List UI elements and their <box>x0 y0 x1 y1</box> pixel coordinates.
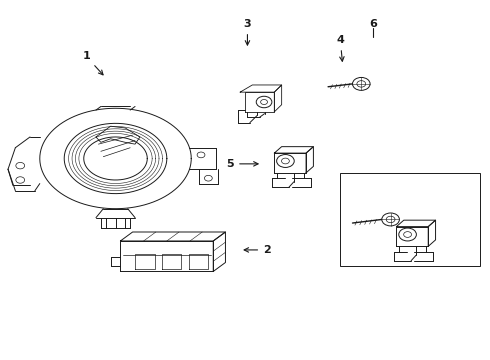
Text: 5: 5 <box>226 159 258 169</box>
Text: 1: 1 <box>82 51 103 75</box>
Text: 3: 3 <box>244 19 251 45</box>
Text: 6: 6 <box>369 19 377 29</box>
Text: 4: 4 <box>336 35 344 61</box>
Text: 2: 2 <box>244 245 271 255</box>
Bar <box>340 173 480 266</box>
